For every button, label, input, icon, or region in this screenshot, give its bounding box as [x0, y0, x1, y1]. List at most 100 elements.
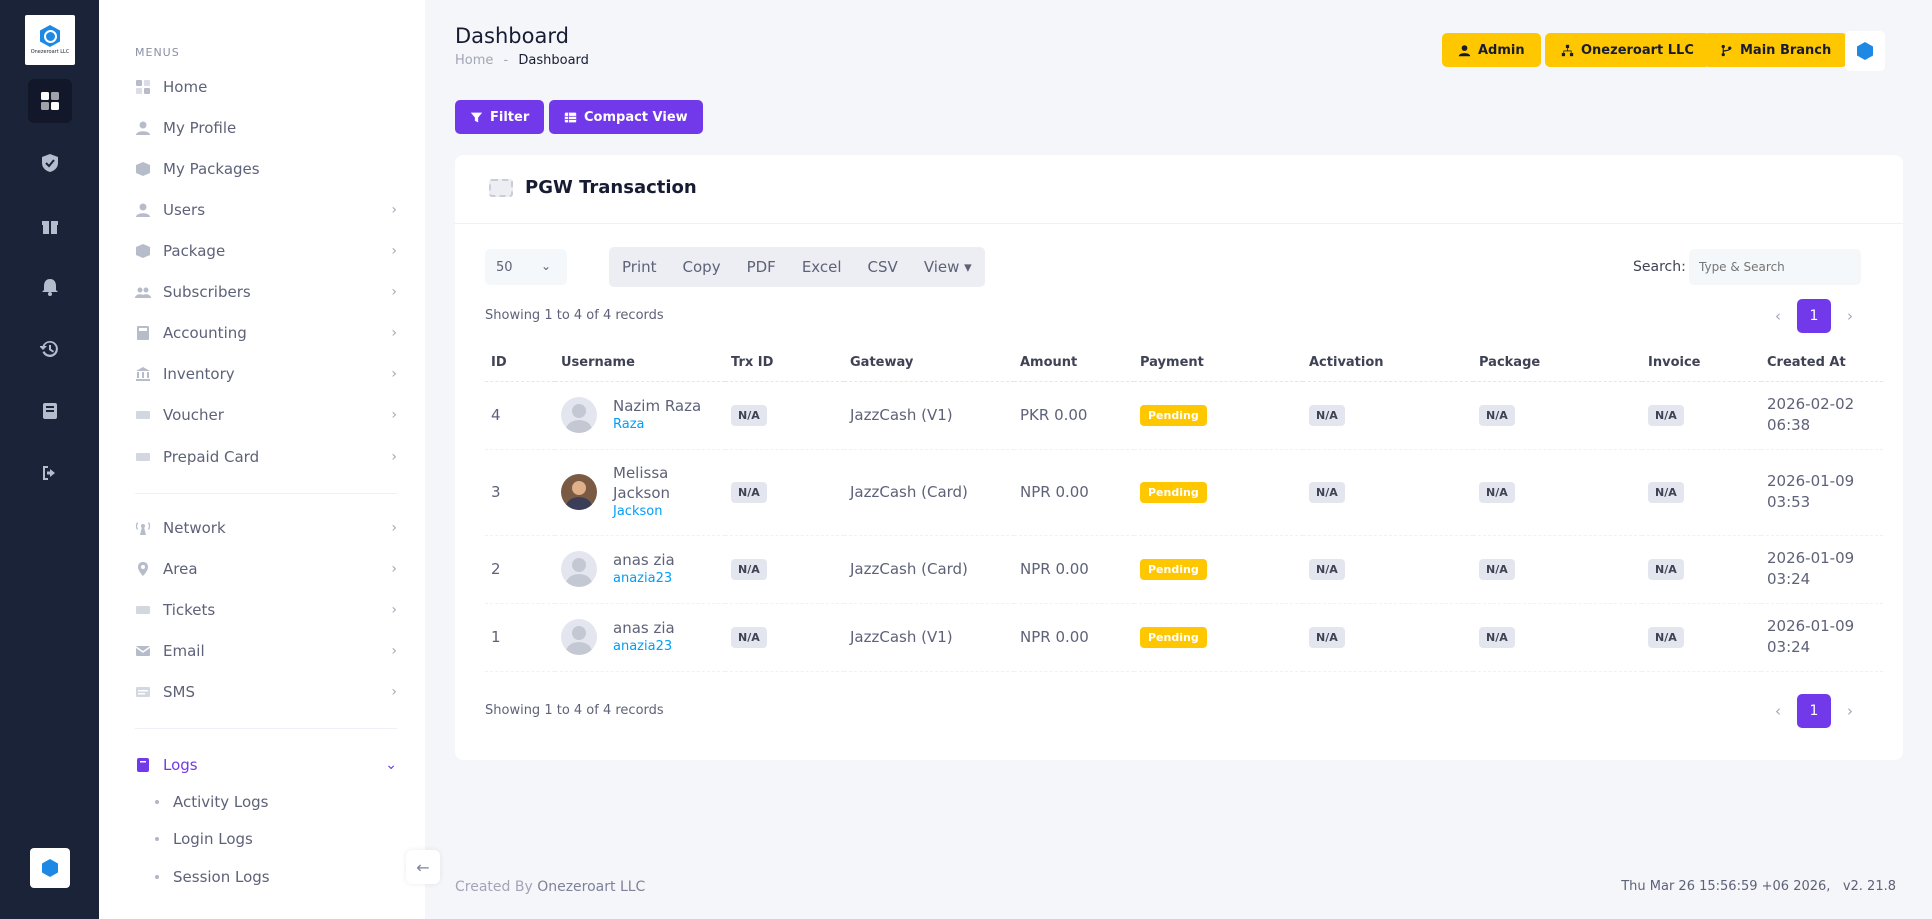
col-created-at[interactable]: Created At	[1761, 345, 1883, 382]
page-1-button[interactable]: 1	[1797, 694, 1831, 728]
pdf-button[interactable]: PDF	[746, 258, 776, 276]
username-link[interactable]: Raza	[613, 417, 645, 432]
menu-item-email[interactable]: Email ›	[135, 636, 397, 666]
col-invoice[interactable]: Invoice	[1642, 345, 1761, 382]
footer-meta: Thu Mar 26 15:56:59 +06 2026, v2. 21.8	[1621, 879, 1896, 894]
page-length-select[interactable]: 50 ⌄	[485, 249, 567, 285]
menu-item-accounting[interactable]: Accounting ›	[135, 318, 397, 348]
menu-item-users[interactable]: Users ›	[135, 195, 397, 225]
menu-item-my-packages[interactable]: My Packages	[135, 154, 397, 184]
user-avatar-icon[interactable]	[561, 474, 597, 510]
payment-status-badge: Pending	[1140, 481, 1207, 503]
table-row: 2 anas zia anazia23 N/A JazzCash (Card) NPR 0…	[485, 535, 1883, 604]
brand-logo[interactable]: Onezeroart LLC	[25, 15, 75, 65]
ticket-icon	[135, 407, 151, 423]
rail-bottom-logo[interactable]	[30, 848, 70, 888]
box-icon	[135, 161, 151, 177]
col-trx-id[interactable]: Trx ID	[725, 345, 844, 382]
username-link[interactable]: Jackson	[613, 504, 663, 519]
na-badge: N/A	[731, 404, 767, 426]
created-time: 06:38	[1767, 416, 1811, 434]
col-payment[interactable]: Payment	[1134, 345, 1303, 382]
cell-payment: Pending	[1134, 381, 1303, 450]
cell-activation: N/A	[1303, 381, 1473, 450]
rail-logout-icon[interactable]	[28, 451, 72, 495]
submenu-session-logs[interactable]: Session Logs	[155, 868, 270, 886]
menu-item-prepaid-card[interactable]: Prepaid Card ›	[135, 442, 397, 472]
branch-button[interactable]: Main Branch	[1704, 33, 1848, 67]
admin-button[interactable]: Admin	[1442, 33, 1541, 67]
col-gateway[interactable]: Gateway	[844, 345, 1014, 382]
na-badge: N/A	[731, 626, 767, 648]
page-1-button[interactable]: 1	[1797, 299, 1831, 333]
card-divider	[455, 223, 1903, 224]
username-link[interactable]: anazia23	[613, 571, 673, 586]
prev-page-icon[interactable]: ‹	[1775, 702, 1781, 720]
table-row: 1 anas zia anazia23 N/A JazzCash (V1) NPR 0.0…	[485, 603, 1883, 672]
cell-amount: NPR 0.00	[1014, 603, 1134, 672]
submenu-login-logs[interactable]: Login Logs	[155, 830, 253, 848]
next-page-icon[interactable]: ›	[1847, 702, 1853, 720]
menu-item-package[interactable]: Package ›	[135, 236, 397, 266]
csv-button[interactable]: CSV	[867, 258, 898, 276]
chevron-right-icon: ›	[391, 284, 397, 300]
cell-activation: N/A	[1303, 535, 1473, 604]
menu-item-inventory[interactable]: Inventory ›	[135, 359, 397, 389]
compact-view-button[interactable]: Compact View	[549, 100, 703, 134]
user-avatar-icon[interactable]	[561, 551, 597, 587]
chevron-right-icon: ›	[391, 520, 397, 536]
print-button[interactable]: Print	[622, 258, 657, 276]
menu-item-network[interactable]: Network ›	[135, 513, 397, 543]
user-avatar[interactable]	[1845, 31, 1885, 71]
user-avatar-icon[interactable]	[561, 397, 597, 433]
company-button[interactable]: Onezeroart LLC	[1545, 33, 1710, 67]
breadcrumb-home[interactable]: Home	[455, 53, 494, 68]
rail-shield-check-icon[interactable]	[28, 141, 72, 185]
filter-button[interactable]: Filter	[455, 100, 545, 134]
chevron-right-icon: ›	[391, 561, 397, 577]
col-amount[interactable]: Amount	[1014, 345, 1134, 382]
menu-item-voucher[interactable]: Voucher ›	[135, 400, 397, 430]
col-username[interactable]: Username	[555, 345, 725, 382]
rail-dashboard-icon[interactable]	[28, 79, 72, 123]
menu-item-logs[interactable]: Logs ⌄	[135, 750, 397, 780]
sidebar-collapse-button[interactable]: ←	[406, 850, 440, 884]
next-page-icon[interactable]: ›	[1847, 307, 1853, 325]
menu-item-label: Package	[163, 242, 226, 260]
user-avatar-icon[interactable]	[561, 619, 597, 655]
search-input[interactable]	[1689, 249, 1861, 285]
col-activation[interactable]: Activation	[1303, 345, 1473, 382]
ticket-icon	[135, 449, 151, 465]
menu-item-home[interactable]: Home	[135, 72, 397, 102]
submenu-activity-logs[interactable]: Activity Logs	[155, 793, 268, 811]
rail-gift-icon[interactable]	[28, 203, 72, 247]
col-id[interactable]: ID	[485, 345, 555, 382]
cell-payment: Pending	[1134, 449, 1303, 536]
footer-company-link[interactable]: Onezeroart LLC	[537, 879, 646, 895]
box-icon	[135, 243, 151, 259]
chevron-right-icon: ›	[391, 643, 397, 659]
copy-button[interactable]: Copy	[682, 258, 721, 276]
rail-bell-icon[interactable]	[28, 265, 72, 309]
username-link[interactable]: anazia23	[613, 639, 673, 654]
payment-status-badge: Pending	[1140, 404, 1207, 426]
breadcrumb: Home - Dashboard	[455, 53, 589, 68]
menu-item-area[interactable]: Area ›	[135, 554, 397, 584]
cell-trx-id: N/A	[725, 603, 844, 672]
rail-history-icon[interactable]	[28, 327, 72, 371]
prev-page-icon[interactable]: ‹	[1775, 307, 1781, 325]
table-row: 4 Nazim Raza Raza N/A JazzCash (V1) PKR 0.00 P…	[485, 381, 1883, 450]
page-title: Dashboard	[455, 24, 569, 48]
column-view-dropdown[interactable]: View ▾	[923, 258, 972, 276]
col-package[interactable]: Package	[1473, 345, 1642, 382]
company-label: Onezeroart LLC	[1581, 42, 1694, 58]
menu-item-subscribers[interactable]: Subscribers ›	[135, 277, 397, 307]
created-time: 03:24	[1767, 570, 1811, 588]
menu-item-sms[interactable]: SMS ›	[135, 677, 397, 707]
excel-button[interactable]: Excel	[801, 258, 842, 276]
created-time: 03:24	[1767, 638, 1811, 656]
menu-item-tickets[interactable]: Tickets ›	[135, 595, 397, 625]
na-badge: N/A	[1309, 626, 1345, 648]
rail-book-icon[interactable]	[28, 389, 72, 433]
menu-item-my-profile[interactable]: My Profile	[135, 113, 397, 143]
